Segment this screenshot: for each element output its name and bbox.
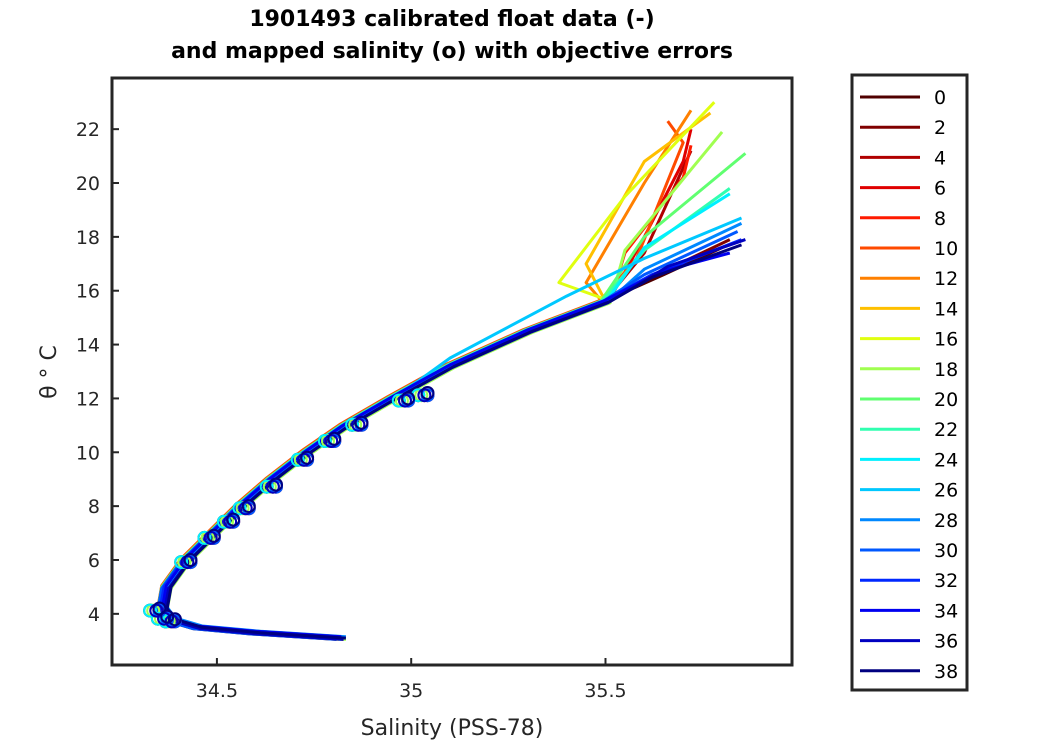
legend-label-8: 8 bbox=[934, 208, 946, 230]
y-tick-label: 12 bbox=[76, 388, 100, 410]
mapped-salinity-point bbox=[174, 555, 189, 570]
mapped-salinity-point bbox=[149, 603, 164, 618]
legend-label-30: 30 bbox=[934, 540, 958, 562]
chart-title-line1: 1901493 calibrated float data (-) bbox=[249, 7, 654, 32]
series-line-2 bbox=[158, 238, 731, 640]
legend-label-32: 32 bbox=[934, 570, 958, 592]
mapped-salinity-point bbox=[226, 512, 241, 527]
legend-label-2: 2 bbox=[934, 117, 946, 139]
mapped-salinity-point bbox=[420, 386, 435, 400]
legend-label-38: 38 bbox=[934, 661, 958, 683]
mapped-salinity-point bbox=[223, 514, 238, 529]
x-tick-label: 34.5 bbox=[196, 680, 238, 702]
mapped-salinity-point bbox=[152, 601, 167, 616]
legend-label-0: 0 bbox=[934, 87, 946, 109]
mapped-salinity-point bbox=[180, 555, 195, 570]
legend-label-28: 28 bbox=[934, 510, 958, 532]
mapped-salinity-point bbox=[398, 393, 412, 408]
y-tick-label: 22 bbox=[76, 119, 100, 141]
chart-title-line2: and mapped salinity (o) with objective e… bbox=[171, 39, 733, 64]
mapped-salinity-point bbox=[351, 417, 366, 432]
legend-label-6: 6 bbox=[934, 178, 946, 200]
series-line-22 bbox=[158, 187, 731, 639]
mapped-salinity-point bbox=[197, 530, 212, 545]
x-tick-label: 35.5 bbox=[584, 680, 626, 702]
mapped-salinity-point bbox=[297, 452, 311, 467]
x-tick-label: 35 bbox=[399, 680, 423, 702]
y-tick-label: 10 bbox=[76, 442, 100, 464]
y-tick-label: 4 bbox=[88, 604, 100, 626]
series-line-26 bbox=[163, 216, 743, 640]
mapped-salinity-point bbox=[206, 528, 221, 543]
legend-label-4: 4 bbox=[934, 147, 946, 169]
legend-label-34: 34 bbox=[934, 600, 958, 622]
mapped-salinity-point bbox=[216, 514, 231, 529]
legend-label-20: 20 bbox=[934, 389, 958, 411]
series-line-28 bbox=[165, 222, 743, 639]
mapped-salinity-point bbox=[183, 553, 198, 567]
y-tick-label: 18 bbox=[76, 227, 100, 249]
mapped-salinity-point bbox=[317, 434, 332, 448]
legend-label-26: 26 bbox=[934, 480, 958, 502]
series-line-32 bbox=[158, 238, 743, 640]
mapped-salinity-point bbox=[238, 501, 253, 516]
series-line-20 bbox=[156, 152, 747, 640]
y-tick-label: 6 bbox=[88, 550, 100, 572]
legend-label-16: 16 bbox=[934, 329, 958, 351]
mapped-salinity-point bbox=[391, 393, 406, 408]
series-line-34 bbox=[161, 251, 731, 639]
mapped-salinity-point bbox=[290, 452, 305, 467]
x-axis-label: Salinity (PSS-78) bbox=[361, 716, 544, 741]
legend-label-12: 12 bbox=[934, 268, 958, 290]
legend-label-10: 10 bbox=[934, 238, 958, 260]
series-line-30 bbox=[156, 230, 739, 641]
series-line-0 bbox=[156, 246, 723, 641]
series-line-24 bbox=[161, 192, 731, 641]
mapped-salinity-point bbox=[300, 450, 315, 465]
mapped-salinity-point bbox=[167, 612, 182, 627]
mapped-salinity-point bbox=[143, 603, 158, 618]
plot-area bbox=[143, 101, 747, 641]
series-line-36 bbox=[163, 238, 746, 641]
legend-label-14: 14 bbox=[934, 298, 958, 320]
series-line-18 bbox=[165, 130, 724, 641]
mapped-salinity-point bbox=[265, 479, 280, 494]
mapped-salinity-point bbox=[203, 530, 218, 545]
y-tick-label: 8 bbox=[88, 496, 100, 518]
mapped-salinity-point bbox=[160, 609, 175, 624]
y-axis-label: θ ° C bbox=[37, 345, 62, 399]
axes-box bbox=[110, 76, 794, 667]
legend-label-18: 18 bbox=[934, 359, 958, 381]
mapped-salinity-point bbox=[417, 388, 432, 403]
mapped-salinity-point bbox=[241, 499, 256, 514]
axis-ticks: 34.5 35 35.5 4 6 8 10 12 14 16 18 20 22 bbox=[76, 119, 627, 702]
mapped-salinity-point bbox=[327, 431, 342, 446]
legend-label-22: 22 bbox=[934, 419, 958, 441]
series-line-38 bbox=[165, 243, 743, 640]
mapped-salinity-point bbox=[150, 611, 165, 626]
mapped-salinity-point bbox=[232, 501, 247, 516]
legend-label-36: 36 bbox=[934, 631, 958, 653]
mapped-salinity-point bbox=[259, 479, 274, 494]
y-tick-label: 16 bbox=[76, 281, 100, 303]
mapped-salinity-point bbox=[354, 415, 369, 430]
mapped-salinity-point bbox=[324, 434, 339, 448]
series-line-6 bbox=[163, 128, 693, 641]
y-tick-label: 20 bbox=[76, 173, 100, 195]
mapped-salinity-point bbox=[269, 477, 283, 492]
y-tick-label: 14 bbox=[76, 335, 100, 357]
legend-box bbox=[850, 73, 969, 692]
mapped-salinity-point bbox=[401, 391, 416, 406]
mapped-salinity-point bbox=[345, 417, 360, 432]
legend-label-24: 24 bbox=[934, 449, 958, 471]
